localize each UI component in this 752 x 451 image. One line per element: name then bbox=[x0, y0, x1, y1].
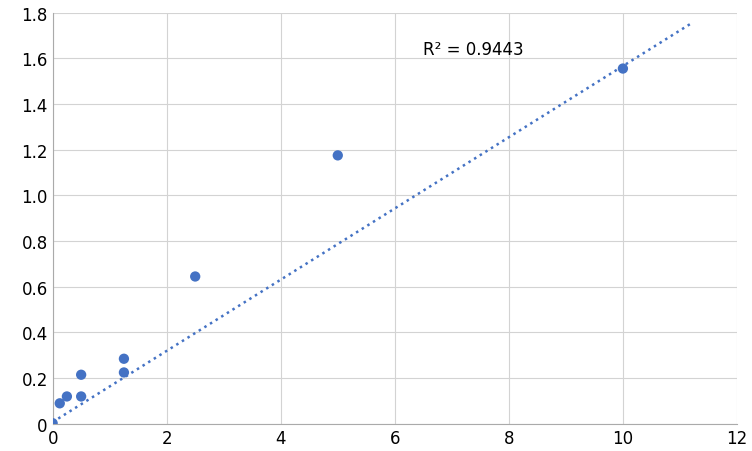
Point bbox=[332, 152, 344, 160]
Text: R² = 0.9443: R² = 0.9443 bbox=[423, 41, 524, 59]
Point bbox=[118, 369, 130, 376]
Point bbox=[617, 66, 629, 73]
Point bbox=[75, 393, 87, 400]
Point bbox=[53, 400, 65, 407]
Point bbox=[75, 371, 87, 378]
Point bbox=[190, 273, 202, 281]
Point bbox=[61, 393, 73, 400]
Point bbox=[47, 419, 59, 427]
Point bbox=[118, 355, 130, 363]
